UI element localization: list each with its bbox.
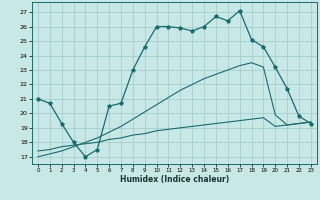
X-axis label: Humidex (Indice chaleur): Humidex (Indice chaleur) bbox=[120, 175, 229, 184]
